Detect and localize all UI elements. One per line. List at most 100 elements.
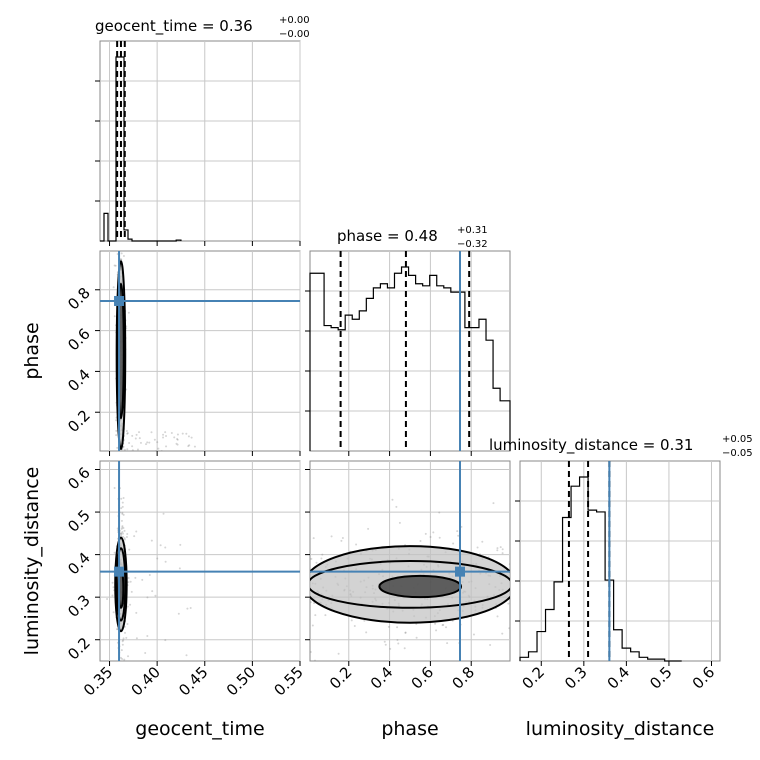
panel-geocent-time-vs-phase-sample-169 (139, 441, 142, 444)
panel-phase-vs-luminosity-distance-sample-93 (395, 505, 398, 508)
panel-geocent-time-vs-luminosity-distance-sample-251 (124, 688, 126, 690)
panel-geocent-time-vs-phase-sample-21 (115, 419, 118, 422)
panel-phase-vs-luminosity-distance-contour-1 (310, 560, 510, 609)
panel-geocent-time-vs-phase-sample-0 (188, 444, 191, 447)
panel-phase-vs-luminosity-distance-sample-185 (363, 619, 366, 622)
panel-phase-vs-luminosity-distance-sample-205 (435, 629, 438, 632)
panel-geocent-time-vs-phase-sample-254 (156, 441, 159, 444)
panel-geocent-time-vs-luminosity-distance-sample-49 (121, 501, 124, 504)
panel-geocent-time-vs-luminosity-distance-sample-138 (123, 538, 126, 541)
title-luminosity-distance-plus: +0.05 (722, 434, 753, 445)
panel-geocent-time-vs-luminosity-distance-sample-245 (133, 535, 136, 538)
panel-geocent-time-vs-luminosity-distance-sample-4 (135, 530, 138, 533)
panel-geocent-time-vs-phase-sample-241 (187, 445, 190, 448)
xtick-label-luminosity-distance-1: 0.3 (561, 663, 591, 693)
panel-phase-vs-luminosity-distance-sample-150 (456, 530, 459, 533)
panel-phase-vs-luminosity-distance-sample-123 (310, 601, 312, 604)
panel-geocent-time-vs-luminosity-distance-sample-237 (120, 533, 123, 536)
panel-phase-vs-luminosity-distance-density-core (379, 575, 462, 598)
panel-geocent-time-vs-phase-sample-72 (122, 254, 125, 257)
panel-phase-vs-luminosity-distance-sample-217 (501, 548, 504, 551)
panel-geocent-time-vs-phase-sample-200 (148, 441, 151, 444)
panel-phase-vs-luminosity-distance-contour-0 (378, 574, 463, 599)
panel-geocent-time-vs-luminosity-distance-sample-131 (134, 576, 137, 579)
panel-geocent-time-vs-luminosity-distance-sample-104 (121, 657, 124, 660)
panel-phase-vs-luminosity-distance-sample-5 (355, 543, 358, 546)
panel-geocent-time-vs-luminosity-distance-sample-26 (118, 696, 120, 698)
panel-geocent-time-vs-phase-sample-98 (138, 431, 141, 434)
panel-geocent-time-vs-luminosity-distance-frame (99, 460, 301, 662)
panel-geocent-time-vs-phase-sample-197 (175, 442, 178, 445)
panel-phase-vs-luminosity-distance-sample-186 (438, 536, 441, 539)
panel-geocent-time-vs-phase-sample-182 (126, 432, 129, 435)
panel-geocent-time-vs-luminosity-distance-sample-194 (122, 527, 125, 530)
panel-geocent-time-vs-phase-sample-51 (176, 433, 179, 436)
panel-geocent-time-vs-luminosity-distance-sample-248 (119, 532, 122, 535)
panel-geocent-time-vs-luminosity-distance-sample-229 (118, 665, 120, 667)
panel-geocent-time-vs-phase-sample-27 (165, 445, 168, 448)
panel-geocent-time-vs-phase-sample-194 (113, 264, 116, 267)
panel-geocent-time-vs-luminosity-distance-sample-59 (150, 539, 153, 542)
hist-luminosity-distance-step (519, 476, 682, 662)
panel-phase-vs-luminosity-distance-sample-237 (353, 625, 356, 628)
hist-phase-step (309, 266, 511, 451)
xtick-label-geocent-time-2: 0.45 (175, 663, 211, 699)
panel-geocent-time-vs-luminosity-distance-sample-46 (118, 698, 120, 700)
panel-geocent-time-vs-phase-frame (99, 250, 301, 452)
panel-geocent-time-vs-phase-sample-183 (157, 447, 160, 450)
panel-geocent-time-vs-luminosity-distance-sample-175 (141, 578, 144, 581)
panel-geocent-time-vs-luminosity-distance-sample-176 (162, 512, 165, 515)
panel-geocent-time-vs-phase-sample-55 (126, 448, 129, 451)
panel-geocent-time-vs-luminosity-distance-sample-1 (124, 631, 127, 634)
panel-geocent-time-vs-luminosity-distance-sample-259 (146, 635, 149, 638)
panel-geocent-time-vs-phase-sample-37 (185, 432, 188, 435)
panel-geocent-time-vs-phase-sample-168 (165, 435, 168, 438)
panel-phase-vs-luminosity-distance-sample-132 (496, 547, 499, 550)
panel-geocent-time-vs-phase-truth-marker (114, 296, 125, 306)
panel-geocent-time-vs-luminosity-distance-sample-134 (127, 576, 130, 579)
panel-geocent-time-vs-luminosity-distance-sample-44 (123, 664, 125, 666)
panel-phase-vs-luminosity-distance-sample-213 (452, 542, 455, 545)
panel-geocent-time-vs-phase-sample-227 (125, 430, 128, 433)
panel-geocent-time-vs-phase-sample-228 (162, 436, 165, 439)
xlabel-luminosity-distance: luminosity_distance (526, 718, 715, 740)
panel-geocent-time-vs-phase-sample-56 (164, 431, 167, 434)
panel-geocent-time-vs-luminosity-distance-sample-252 (116, 628, 119, 631)
panel-geocent-time-vs-luminosity-distance-sample-136 (121, 532, 124, 535)
panel-geocent-time-vs-luminosity-distance-sample-173 (112, 611, 115, 614)
panel-phase-vs-luminosity-distance-sample-240 (404, 631, 407, 634)
panel-geocent-time-vs-luminosity-distance-sample-61 (130, 590, 133, 593)
panel-geocent-time-vs-phase-sample-124 (162, 433, 165, 436)
panel-geocent-time-vs-phase-sample-53 (176, 437, 179, 440)
panel-geocent-time-vs-luminosity-distance-sample-184 (122, 639, 125, 642)
hist-geocent-time-frame (99, 40, 301, 242)
panel-geocent-time-vs-phase-sample-112 (176, 443, 179, 446)
panel-geocent-time-vs-luminosity-distance-sample-33 (117, 686, 119, 688)
xtick-label-geocent-time-3: 0.50 (223, 663, 259, 699)
panel-geocent-time-vs-phase-sample-30 (155, 449, 158, 451)
hist-phase-frame (309, 250, 511, 452)
ytick-label-luminosity-distance-4: 0.6 (64, 464, 94, 494)
xtick-label-phase-0: 0.2 (326, 663, 356, 693)
ytick-label-luminosity-distance-0: 0.2 (64, 634, 94, 664)
title-geocent-time-plus: +0.00 (279, 15, 310, 26)
panel-geocent-time-vs-phase-sample-249 (187, 435, 190, 438)
panel-geocent-time-vs-luminosity-distance-sample-11 (154, 594, 157, 597)
panel-phase-vs-luminosity-distance-sample-17 (320, 557, 323, 560)
panel-geocent-time-vs-luminosity-distance-sample-28 (121, 643, 124, 646)
xtick-label-phase-2: 0.6 (408, 663, 438, 693)
title-phase-minus: −0.32 (457, 239, 488, 250)
panel-geocent-time-vs-phase-sample-111 (181, 432, 184, 435)
panel-geocent-time-vs-luminosity-distance-sample-39 (123, 529, 126, 532)
panel-geocent-time-vs-phase-contour-1 (115, 260, 127, 450)
panel-phase-vs-luminosity-distance-sample-223 (384, 643, 387, 646)
title-phase: phase = 0.48 (337, 227, 438, 245)
panel-phase-vs-luminosity-distance-sample-27 (481, 540, 484, 543)
panel-phase-vs-luminosity-distance-sample-99 (432, 531, 435, 534)
panel-geocent-time-vs-phase-sample-236 (113, 315, 116, 318)
ytick-label-phase-0: 0.2 (64, 406, 94, 436)
panel-geocent-time-vs-phase-sample-209 (173, 436, 176, 439)
panel-geocent-time-vs-luminosity-distance-contour-2 (114, 536, 128, 633)
panel-geocent-time-vs-phase-sample-240 (114, 264, 117, 267)
panel-phase-vs-luminosity-distance-sample-167 (403, 647, 406, 650)
